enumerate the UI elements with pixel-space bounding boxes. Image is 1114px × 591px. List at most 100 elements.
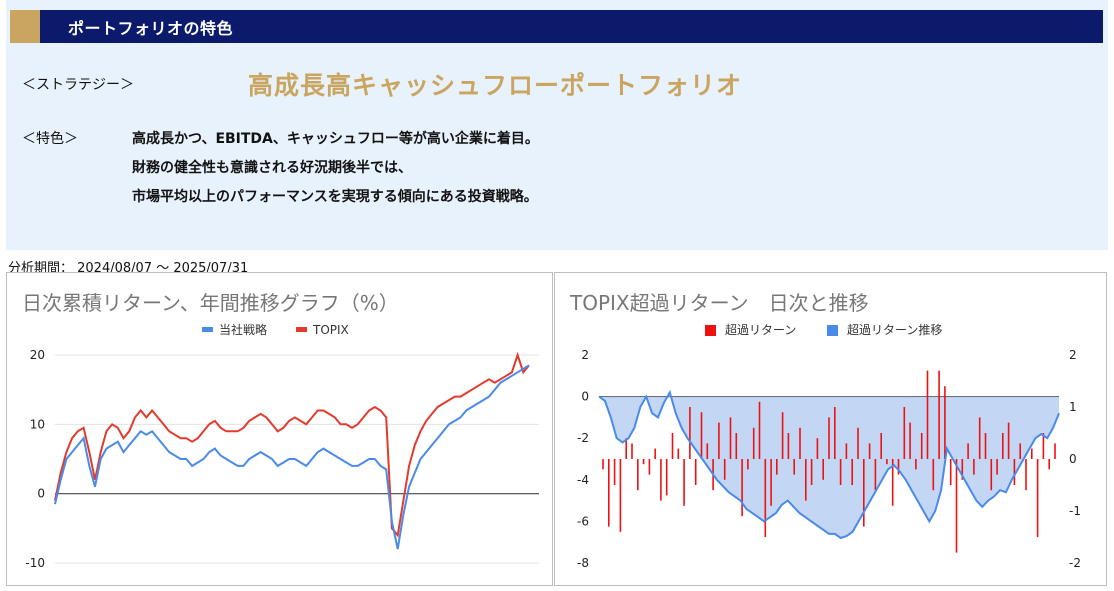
legend-label-topix: TOPIX bbox=[312, 323, 349, 337]
legend-label-strategy: 当社戦略 bbox=[219, 322, 267, 337]
features-label: ＜特色＞ bbox=[22, 131, 78, 147]
excess-bar bbox=[949, 459, 952, 485]
y-tick-label: 20 bbox=[30, 348, 45, 362]
excess-bar bbox=[752, 427, 755, 459]
legend-swatch-strategy bbox=[202, 327, 213, 332]
excess-bar bbox=[700, 412, 703, 459]
excess-bar bbox=[903, 407, 906, 459]
excess-bar bbox=[723, 459, 726, 480]
excess-bar bbox=[648, 459, 651, 475]
excess-bar bbox=[990, 459, 993, 491]
chart-title: 日次累積リターン、年間推移グラフ（%） bbox=[22, 291, 399, 315]
excess-bar bbox=[938, 370, 940, 459]
excess-bar bbox=[932, 459, 935, 491]
excess-trend-area bbox=[599, 392, 1059, 538]
excess-bar bbox=[1025, 459, 1027, 491]
excess-bar bbox=[1042, 433, 1045, 459]
section-title: ポートフォリオの特色 bbox=[68, 19, 234, 38]
y-tick-label-left: -4 bbox=[577, 473, 589, 487]
excess-bar bbox=[781, 412, 784, 459]
excess-bar bbox=[868, 443, 871, 459]
excess-bar bbox=[822, 459, 824, 480]
excess-bar bbox=[926, 370, 929, 459]
y-tick-label-right: -2 bbox=[1069, 556, 1081, 570]
excess-bar bbox=[1054, 443, 1056, 459]
excess-bar bbox=[1031, 448, 1033, 459]
excess-bar bbox=[891, 459, 894, 506]
excess-bar bbox=[637, 459, 639, 491]
y-tick-label-right: 2 bbox=[1069, 348, 1077, 362]
y-tick-label-left: 2 bbox=[581, 348, 589, 362]
excess-bar bbox=[642, 459, 645, 465]
excess-bar bbox=[1002, 433, 1004, 459]
feature-line: 市場平均以上のパフォーマンスを実現する傾向にある投資戦略。 bbox=[132, 189, 538, 205]
excess-bar bbox=[978, 417, 981, 459]
excess-return-chart: TOPIX超過リターン 日次と推移 超過リターン 超過リターン推移 -8 -6 -4… bbox=[554, 272, 1107, 586]
excess-bar bbox=[851, 459, 853, 485]
y-tick-label-left: -8 bbox=[577, 556, 589, 570]
excess-bar bbox=[1036, 459, 1039, 537]
excess-bar bbox=[677, 448, 680, 459]
y-tick-label: 0 bbox=[37, 487, 45, 501]
excess-bar bbox=[996, 459, 998, 475]
excess-bar bbox=[1019, 443, 1021, 459]
topix-line bbox=[54, 351, 530, 538]
excess-bar bbox=[880, 433, 882, 459]
excess-bar bbox=[944, 386, 946, 459]
excess-bar bbox=[660, 459, 662, 501]
header-accent bbox=[10, 10, 40, 43]
excess-bar bbox=[602, 459, 604, 470]
legend-swatch-excess bbox=[705, 325, 716, 336]
excess-bar bbox=[828, 417, 830, 459]
excess-bar bbox=[839, 459, 842, 485]
excess-bar bbox=[689, 407, 691, 459]
excess-bar bbox=[625, 438, 627, 459]
excess-trend-line bbox=[598, 389, 1060, 540]
legend-label-excess: 超過リターン bbox=[725, 322, 796, 337]
excess-bar bbox=[770, 459, 772, 506]
excess-bar bbox=[961, 459, 964, 480]
y-tick-label-left: -2 bbox=[577, 431, 589, 445]
y-tick-label-right: 0 bbox=[1069, 452, 1077, 466]
legend-swatch-excess-trend bbox=[827, 325, 838, 336]
legend-swatch-topix bbox=[296, 327, 307, 332]
chart-title: TOPIX超過リターン 日次と推移 bbox=[570, 291, 869, 315]
excess-bar bbox=[834, 407, 836, 459]
feature-line: 高成長かつ、EBITDA、キャッシュフロー等が高い企業に着目。 bbox=[132, 131, 539, 147]
excess-bar bbox=[747, 459, 749, 470]
excess-bar bbox=[810, 459, 813, 485]
section-header: ポートフォリオの特色 bbox=[10, 10, 1103, 43]
excess-bar bbox=[863, 459, 865, 527]
excess-bar bbox=[776, 459, 778, 475]
excess-bar bbox=[608, 459, 610, 527]
excess-bar bbox=[984, 433, 987, 459]
excess-return-plot: 超過リターン 超過リターン推移 -8 -6 -4 -2 0 2 -2 -1 0 1 2 bbox=[577, 322, 1081, 570]
y-tick-label-right: -1 bbox=[1069, 504, 1081, 518]
y-tick-label: 10 bbox=[30, 417, 45, 431]
excess-bar bbox=[787, 433, 790, 459]
strategy-line bbox=[54, 364, 530, 550]
excess-bar bbox=[683, 459, 685, 506]
excess-bar bbox=[816, 438, 819, 459]
strategy-name: 高成長高キャッシュフローポートフォリオ bbox=[248, 71, 743, 100]
cumulative-return-chart: 日次累積リターン、年間推移グラフ（%） 当社戦略 TOPIX -10 0 10 20 bbox=[6, 272, 553, 586]
excess-bar bbox=[718, 422, 720, 459]
excess-bar bbox=[613, 459, 616, 485]
excess-bar bbox=[706, 443, 709, 459]
y-tick-label-right: 1 bbox=[1069, 400, 1077, 414]
excess-bar bbox=[955, 459, 958, 553]
excess-bar bbox=[758, 401, 761, 459]
excess-bar bbox=[1013, 459, 1016, 485]
excess-bar bbox=[694, 459, 697, 485]
excess-bar bbox=[805, 459, 807, 501]
excess-bar bbox=[741, 459, 743, 517]
excess-bar bbox=[793, 459, 795, 475]
cumulative-return-plot: 当社戦略 TOPIX -10 0 10 20 bbox=[25, 322, 539, 570]
excess-bar bbox=[920, 433, 923, 459]
feature-line: 財務の健全性も意識される好況期後半では、 bbox=[132, 160, 412, 176]
excess-bar bbox=[909, 422, 911, 459]
excess-bar bbox=[631, 443, 633, 459]
excess-bar bbox=[764, 459, 767, 537]
legend-label-excess-trend: 超過リターン推移 bbox=[847, 322, 942, 337]
excess-bar bbox=[799, 427, 801, 459]
